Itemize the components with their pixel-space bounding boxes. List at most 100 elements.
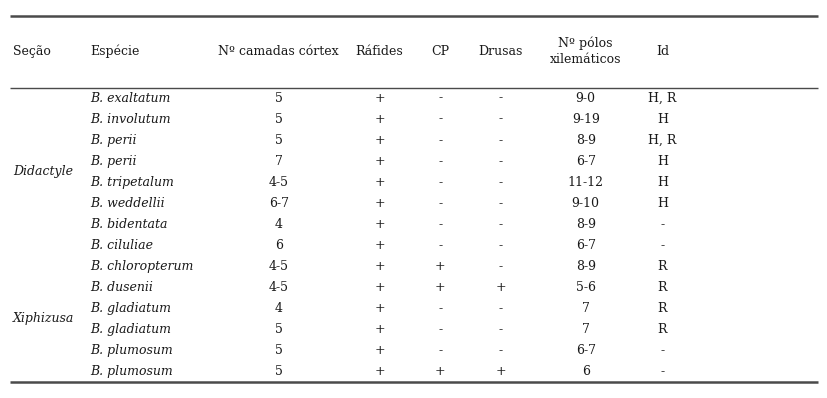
Text: -: - (498, 218, 502, 231)
Text: -: - (437, 92, 442, 105)
Text: 9-0: 9-0 (575, 92, 595, 105)
Text: -: - (437, 323, 442, 336)
Text: +: + (374, 323, 385, 336)
Text: 11-12: 11-12 (567, 176, 603, 189)
Text: -: - (498, 323, 502, 336)
Text: -: - (660, 365, 664, 378)
Text: +: + (374, 176, 385, 189)
Text: Xiphizusa: Xiphizusa (13, 312, 74, 326)
Text: -: - (498, 260, 502, 273)
Text: Ráfides: Ráfides (356, 45, 403, 58)
Text: -: - (437, 197, 442, 210)
Text: Id: Id (655, 45, 668, 58)
Text: H: H (656, 155, 667, 168)
Text: +: + (374, 197, 385, 210)
Text: Nº camadas córtex: Nº camadas córtex (218, 45, 338, 58)
Text: 5: 5 (275, 113, 282, 126)
Text: -: - (437, 134, 442, 146)
Text: B. dusenii: B. dusenii (90, 281, 153, 294)
Text: 4: 4 (275, 302, 282, 315)
Text: H, R: H, R (648, 134, 676, 146)
Text: 6-7: 6-7 (575, 155, 595, 168)
Text: -: - (437, 344, 442, 357)
Text: +: + (374, 344, 385, 357)
Text: -: - (660, 239, 664, 252)
Text: 5: 5 (275, 134, 282, 146)
Text: Seção: Seção (13, 45, 51, 58)
Text: -: - (437, 113, 442, 126)
Text: 6-7: 6-7 (268, 197, 289, 210)
Text: 5: 5 (275, 344, 282, 357)
Text: B. perii: B. perii (90, 155, 136, 168)
Text: Espécie: Espécie (90, 45, 139, 59)
Text: 5-6: 5-6 (575, 281, 595, 294)
Text: B. perii: B. perii (90, 134, 136, 146)
Text: B. chloropterum: B. chloropterum (90, 260, 194, 273)
Text: R: R (657, 302, 667, 315)
Text: -: - (437, 155, 442, 168)
Text: H: H (656, 176, 667, 189)
Text: 8-9: 8-9 (575, 260, 595, 273)
Text: +: + (374, 218, 385, 231)
Text: 6: 6 (275, 239, 282, 252)
Text: B. weddellii: B. weddellii (90, 197, 165, 210)
Text: +: + (434, 281, 445, 294)
Text: 4-5: 4-5 (268, 176, 289, 189)
Text: B. involutum: B. involutum (90, 113, 170, 126)
Text: +: + (434, 260, 445, 273)
Text: B. plumosum: B. plumosum (90, 344, 173, 357)
Text: B. gladiatum: B. gladiatum (90, 302, 171, 315)
Text: R: R (657, 323, 667, 336)
Text: +: + (495, 365, 505, 378)
Text: 6-7: 6-7 (575, 239, 595, 252)
Text: +: + (374, 281, 385, 294)
Text: 4-5: 4-5 (268, 281, 289, 294)
Text: CP: CP (431, 45, 449, 58)
Text: 7: 7 (581, 302, 589, 315)
Text: B. gladiatum: B. gladiatum (90, 323, 171, 336)
Text: +: + (374, 260, 385, 273)
Text: B. tripetalum: B. tripetalum (90, 176, 174, 189)
Text: B. ciluliae: B. ciluliae (90, 239, 153, 252)
Text: -: - (660, 344, 664, 357)
Text: -: - (498, 239, 502, 252)
Text: 4: 4 (275, 218, 282, 231)
Text: +: + (374, 134, 385, 146)
Text: +: + (374, 92, 385, 105)
Text: Nº pólos
xilemáticos: Nº pólos xilemáticos (549, 37, 621, 66)
Text: 8-9: 8-9 (575, 218, 595, 231)
Text: +: + (374, 155, 385, 168)
Text: B. exaltatum: B. exaltatum (90, 92, 170, 105)
Text: Didactyle: Didactyle (13, 165, 73, 178)
Text: 7: 7 (581, 323, 589, 336)
Text: -: - (498, 176, 502, 189)
Text: -: - (498, 92, 502, 105)
Text: -: - (498, 302, 502, 315)
Text: -: - (437, 176, 442, 189)
Text: +: + (374, 239, 385, 252)
Text: 4-5: 4-5 (268, 260, 289, 273)
Text: 6-7: 6-7 (575, 344, 595, 357)
Text: +: + (374, 113, 385, 126)
Text: Drusas: Drusas (478, 45, 523, 58)
Text: H, R: H, R (648, 92, 676, 105)
Text: -: - (498, 197, 502, 210)
Text: H: H (656, 197, 667, 210)
Text: H: H (656, 113, 667, 126)
Text: 5: 5 (275, 365, 282, 378)
Text: +: + (374, 302, 385, 315)
Text: 5: 5 (275, 323, 282, 336)
Text: -: - (437, 218, 442, 231)
Text: -: - (498, 134, 502, 146)
Text: -: - (498, 344, 502, 357)
Text: R: R (657, 260, 667, 273)
Text: 8-9: 8-9 (575, 134, 595, 146)
Text: -: - (437, 302, 442, 315)
Text: +: + (374, 365, 385, 378)
Text: R: R (657, 281, 667, 294)
Text: B. bidentata: B. bidentata (90, 218, 167, 231)
Text: +: + (495, 281, 505, 294)
Text: -: - (498, 155, 502, 168)
Text: -: - (437, 239, 442, 252)
Text: 6: 6 (581, 365, 589, 378)
